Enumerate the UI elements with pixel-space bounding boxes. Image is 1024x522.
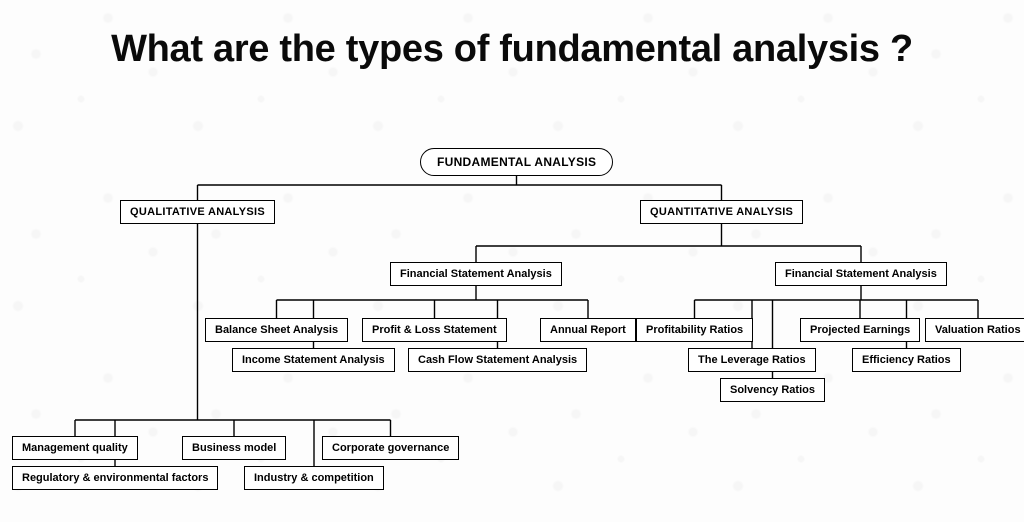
node-root: FUNDAMENTAL ANALYSIS [420, 148, 613, 176]
node-ar: Annual Report [540, 318, 636, 342]
background-pattern [0, 0, 1024, 522]
node-fsa2: Financial Statement Analysis [775, 262, 947, 286]
node-vr: Valuation Ratios [925, 318, 1024, 342]
node-bm: Business model [182, 436, 286, 460]
node-ic: Industry & competition [244, 466, 384, 490]
node-ref: Regulatory & environmental factors [12, 466, 218, 490]
node-lr: The Leverage Ratios [688, 348, 816, 372]
node-mq: Management quality [12, 436, 138, 460]
node-sr: Solvency Ratios [720, 378, 825, 402]
node-er: Efficiency Ratios [852, 348, 961, 372]
node-isa: Income Statement Analysis [232, 348, 395, 372]
node-cg: Corporate governance [322, 436, 459, 460]
node-fsa1: Financial Statement Analysis [390, 262, 562, 286]
node-quant: QUANTITATIVE ANALYSIS [640, 200, 803, 224]
node-cfsa: Cash Flow Statement Analysis [408, 348, 587, 372]
node-pls: Profit & Loss Statement [362, 318, 507, 342]
node-bsa: Balance Sheet Analysis [205, 318, 348, 342]
node-qual: QUALITATIVE ANALYSIS [120, 200, 275, 224]
page-title: What are the types of fundamental analys… [0, 26, 1024, 74]
node-pe: Projected Earnings [800, 318, 920, 342]
node-pr: Profitability Ratios [636, 318, 753, 342]
